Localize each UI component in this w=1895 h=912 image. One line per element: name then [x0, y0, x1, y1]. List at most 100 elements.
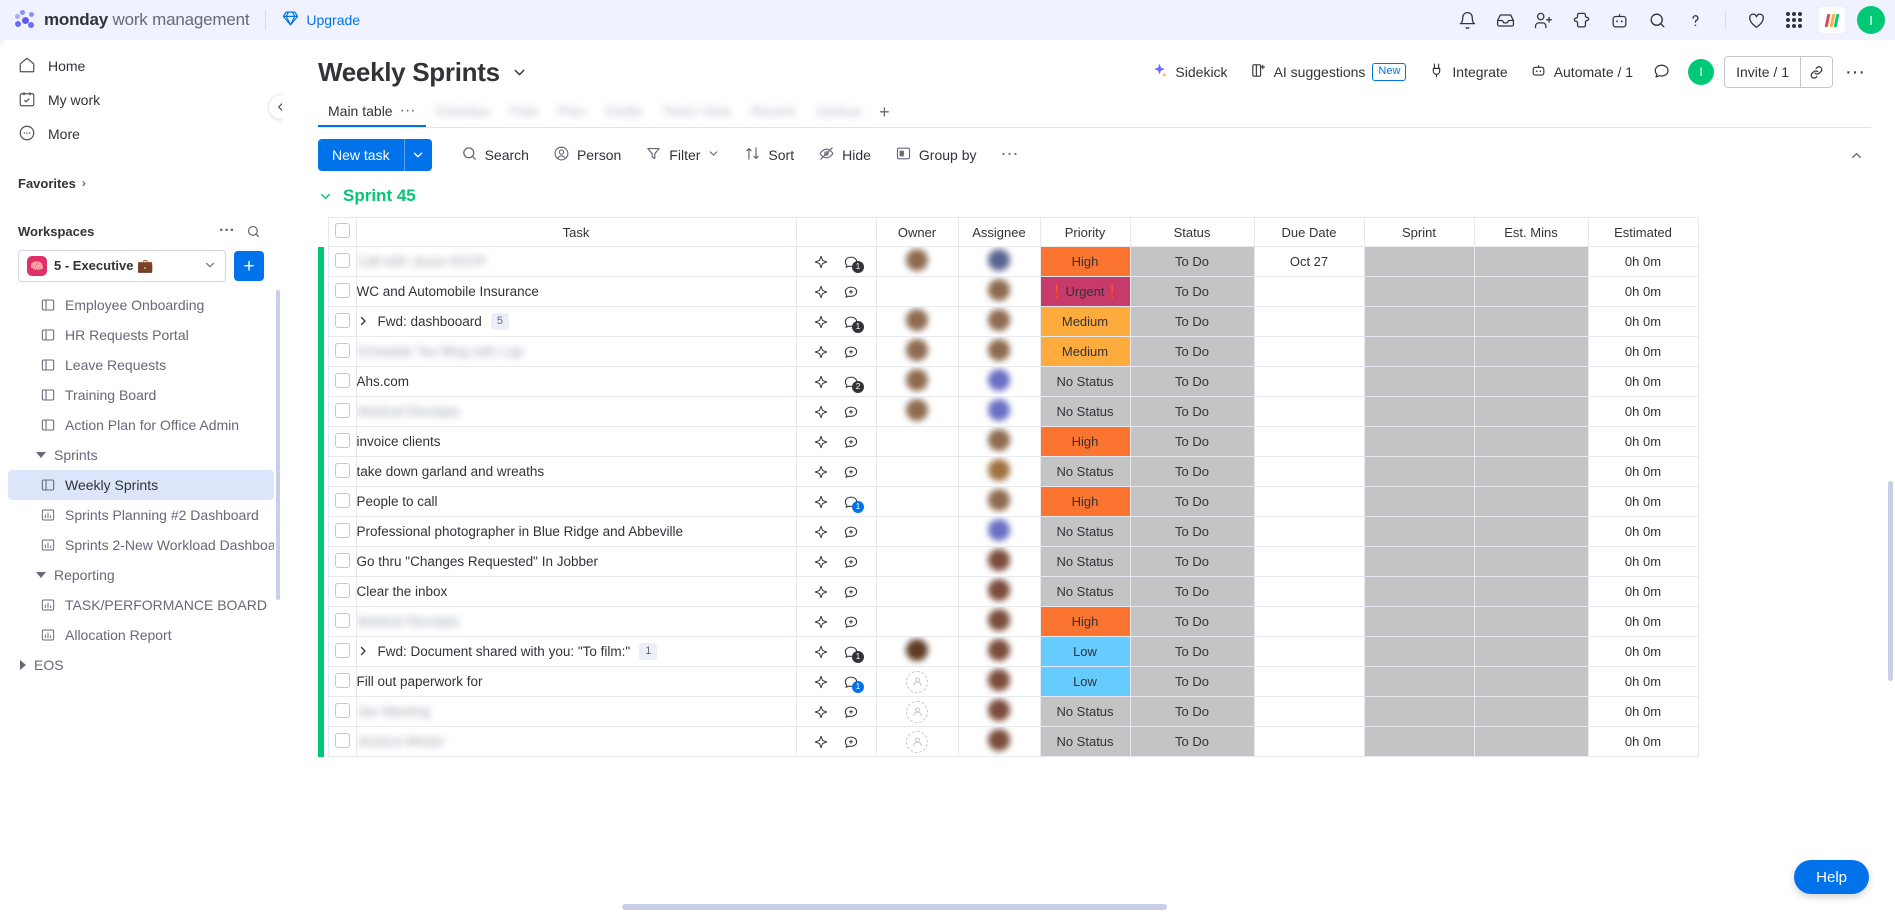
owner-cell[interactable]	[875, 636, 959, 667]
due-date-cell[interactable]	[1253, 306, 1365, 337]
row-select-cell[interactable]	[327, 276, 357, 307]
sort-button[interactable]: Sort	[735, 139, 803, 171]
due-date-cell[interactable]	[1253, 516, 1365, 547]
board-more-options-icon[interactable]: ···	[1845, 60, 1865, 83]
assignee-cell[interactable]	[957, 336, 1041, 367]
sprint-cell[interactable]	[1363, 336, 1475, 367]
est-mins-cell[interactable]	[1473, 336, 1589, 367]
priority-cell[interactable]: Medium	[1039, 336, 1131, 367]
row-select-cell[interactable]	[327, 366, 357, 397]
add-tab-button[interactable]: +	[879, 101, 890, 122]
row-checkbox[interactable]	[334, 642, 350, 658]
sprint-cell[interactable]	[1363, 516, 1475, 547]
assignee-cell[interactable]	[957, 606, 1041, 637]
status-cell[interactable]: To Do	[1129, 336, 1255, 367]
row-checkbox[interactable]	[334, 252, 350, 268]
monday-product-icon[interactable]	[1815, 3, 1849, 37]
priority-cell[interactable]: Low	[1039, 636, 1131, 667]
task-cell[interactable]: Fwd: Document shared with you: "To film:…	[355, 636, 797, 667]
owner-cell[interactable]	[875, 606, 959, 637]
favorites-heart-icon[interactable]	[1739, 3, 1773, 37]
avatar[interactable]	[988, 729, 1010, 751]
owner-cell[interactable]	[875, 696, 959, 727]
group-name[interactable]: Sprint 45	[343, 186, 416, 205]
estimated-cell[interactable]: 0h 0m	[1587, 396, 1699, 427]
tab-main-table[interactable]: Main table ···	[318, 96, 426, 127]
apps-icon[interactable]	[1564, 3, 1598, 37]
est-mins-cell[interactable]	[1473, 276, 1589, 307]
priority-cell[interactable]: No Status	[1039, 366, 1131, 397]
sidebar-folder-sprints[interactable]: Sprints	[8, 440, 274, 470]
sidebar-item-leave-requests[interactable]: Leave Requests	[8, 350, 274, 380]
user-avatar[interactable]: I	[1857, 6, 1885, 34]
ai-sparkle-icon[interactable]	[813, 254, 829, 270]
table-row[interactable]: Ahs.com 2 No Status To Do 0h 0m	[318, 366, 1699, 397]
bot-icon[interactable]	[1602, 3, 1636, 37]
est-mins-cell[interactable]	[1473, 576, 1589, 607]
sidebar-item-sprints-planning-2-dashboard[interactable]: Sprints Planning #2 Dashboard	[8, 500, 274, 530]
status-cell[interactable]: To Do	[1129, 486, 1255, 517]
due-date-cell[interactable]	[1253, 336, 1365, 367]
est-mins-cell[interactable]	[1473, 546, 1589, 577]
priority-cell[interactable]: Medium	[1039, 306, 1131, 337]
priority-cell[interactable]: No Status	[1039, 396, 1131, 427]
sidebar-item-hr-requests-portal[interactable]: HR Requests Portal	[8, 320, 274, 350]
avatar[interactable]	[988, 249, 1010, 271]
est-mins-cell[interactable]	[1473, 516, 1589, 547]
task-cell[interactable]: Call with Jesse RSVP	[355, 246, 797, 277]
estimated-cell[interactable]: 0h 0m	[1587, 696, 1699, 727]
sprint-cell[interactable]	[1363, 396, 1475, 427]
sidebar-folder-eos[interactable]: EOS	[8, 650, 274, 680]
due-date-cell[interactable]	[1253, 696, 1365, 727]
tab-team-view[interactable]: Team View	[653, 96, 741, 127]
column-header-assignee[interactable]: Assignee	[957, 217, 1041, 247]
table-row[interactable]: WC and Automobile Insurance ❗Urgent❗ To Do…	[318, 276, 1699, 307]
avatar[interactable]	[906, 339, 928, 361]
task-cell[interactable]: Go thru "Changes Requested" In Jobber	[355, 546, 797, 577]
priority-cell[interactable]: No Status	[1039, 546, 1131, 577]
board-member-avatar[interactable]: I	[1688, 59, 1715, 85]
tab-drafts[interactable]: Drafts	[595, 96, 652, 127]
assignee-cell[interactable]	[957, 426, 1041, 457]
table-row[interactable]: Call with Jesse RSVP 1 High To Do Oct 27 0h 0…	[318, 246, 1699, 277]
est-mins-cell[interactable]	[1473, 606, 1589, 637]
est-mins-cell[interactable]	[1473, 246, 1589, 277]
priority-cell[interactable]: No Status	[1039, 696, 1131, 727]
ai-sparkle-icon[interactable]	[813, 404, 829, 420]
updates-bubble-icon[interactable]	[843, 524, 859, 540]
est-mins-cell[interactable]	[1473, 636, 1589, 667]
column-header-owner[interactable]: Owner	[875, 217, 959, 247]
integrate-button[interactable]: Integrate	[1419, 56, 1516, 88]
due-date-cell[interactable]	[1253, 666, 1365, 697]
owner-cell[interactable]	[875, 546, 959, 577]
status-cell[interactable]: To Do	[1129, 516, 1255, 547]
priority-cell[interactable]: High	[1039, 486, 1131, 517]
sprint-cell[interactable]	[1363, 276, 1475, 307]
estimated-cell[interactable]: 0h 0m	[1587, 636, 1699, 667]
row-checkbox[interactable]	[334, 702, 350, 718]
invite-button[interactable]: Invite / 1	[1736, 64, 1789, 80]
ai-sparkle-icon[interactable]	[813, 284, 829, 300]
table-row[interactable]: Medical Receipts High To Do 0h 0m	[318, 606, 1699, 637]
workspaces-more-icon[interactable]: ···	[219, 222, 235, 239]
due-date-cell[interactable]	[1253, 366, 1365, 397]
row-select-cell[interactable]	[327, 456, 357, 487]
priority-cell[interactable]: No Status	[1039, 576, 1131, 607]
owner-cell[interactable]	[875, 246, 959, 277]
inbox-icon[interactable]	[1488, 3, 1522, 37]
upgrade-button[interactable]: Upgrade	[282, 10, 360, 30]
sprint-cell[interactable]	[1363, 486, 1475, 517]
status-cell[interactable]: To Do	[1129, 426, 1255, 457]
column-header-task[interactable]: Task	[355, 217, 797, 247]
owner-cell[interactable]	[875, 426, 959, 457]
product-switcher-icon[interactable]	[1777, 3, 1811, 37]
row-checkbox[interactable]	[334, 402, 350, 418]
owner-cell[interactable]	[875, 366, 959, 397]
avatar[interactable]	[988, 429, 1010, 451]
ai-sparkle-icon[interactable]	[813, 524, 829, 540]
tab-recent[interactable]: Recent	[741, 96, 805, 127]
workspace-select[interactable]: 🧠 5 - Executive 💼	[18, 250, 226, 282]
estimated-cell[interactable]: 0h 0m	[1587, 246, 1699, 277]
copy-link-icon[interactable]	[1800, 57, 1832, 87]
avatar[interactable]	[988, 669, 1010, 691]
